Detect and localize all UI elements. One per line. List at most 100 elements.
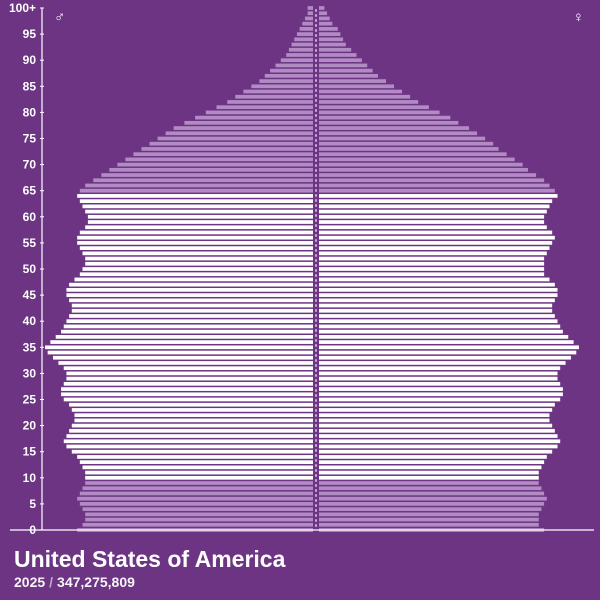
male-bar xyxy=(117,163,313,167)
male-bar xyxy=(72,408,313,412)
male-bar xyxy=(66,293,313,297)
male-bar xyxy=(195,116,313,120)
male-bar xyxy=(64,382,313,386)
separator: / xyxy=(45,574,57,590)
male-bar xyxy=(174,126,313,130)
male-bar xyxy=(227,100,313,104)
male-bar xyxy=(74,413,313,417)
female-bar xyxy=(319,283,555,287)
female-bar xyxy=(319,340,574,344)
female-bar xyxy=(319,366,560,370)
female-bar xyxy=(319,497,547,501)
male-bar xyxy=(297,32,313,36)
male-bar xyxy=(64,439,313,443)
y-tick-label: 95 xyxy=(23,27,37,41)
female-bar xyxy=(319,22,332,26)
male-bar xyxy=(243,90,313,94)
female-bar xyxy=(319,330,563,334)
male-bar xyxy=(69,314,313,318)
male-bar xyxy=(158,137,313,141)
male-bar xyxy=(72,309,313,313)
female-bar xyxy=(319,236,555,240)
male-bar xyxy=(45,345,313,349)
female-bar xyxy=(319,465,541,469)
female-bar xyxy=(319,241,552,245)
male-bar xyxy=(69,283,313,287)
male-bar xyxy=(56,335,313,339)
pyramid-chart-svg: 0510152025303540455055606570758085909510… xyxy=(0,0,600,600)
female-bar xyxy=(319,215,544,219)
male-bar xyxy=(308,6,313,10)
male-bar xyxy=(93,178,313,182)
female-bar xyxy=(319,272,544,276)
female-bar xyxy=(319,278,549,282)
male-bar xyxy=(69,403,313,407)
male-bar xyxy=(83,507,313,511)
y-tick-label: 25 xyxy=(23,393,37,407)
male-bar xyxy=(66,319,313,323)
male-bar xyxy=(83,523,313,527)
male-bar xyxy=(259,79,313,83)
y-tick-label: 85 xyxy=(23,79,37,93)
female-bar xyxy=(319,486,541,490)
female-bar xyxy=(319,121,458,125)
female-bar xyxy=(319,429,555,433)
male-bar xyxy=(184,121,313,125)
female-bar xyxy=(319,84,394,88)
male-bar xyxy=(88,215,313,219)
y-tick-label: 50 xyxy=(23,262,37,276)
male-bar xyxy=(74,278,313,282)
female-bar xyxy=(319,372,558,376)
male-bar xyxy=(66,445,313,449)
male-bar xyxy=(66,434,313,438)
female-bar xyxy=(319,163,523,167)
female-bar xyxy=(319,267,544,271)
female-bar xyxy=(319,304,552,308)
male-bar xyxy=(50,340,313,344)
female-bar xyxy=(319,319,558,323)
female-bar xyxy=(319,220,544,224)
female-bar xyxy=(319,210,547,214)
female-bar xyxy=(319,512,539,516)
y-tick-label: 55 xyxy=(23,236,37,250)
y-tick-label: 60 xyxy=(23,210,37,224)
female-bar xyxy=(319,408,552,412)
female-bar xyxy=(319,398,560,402)
chart-title: United States of America xyxy=(14,547,285,572)
male-bar xyxy=(206,111,313,115)
male-bar xyxy=(270,69,313,73)
male-bar xyxy=(85,476,313,480)
female-bar xyxy=(319,43,346,47)
male-bar xyxy=(53,356,313,360)
y-tick-label: 70 xyxy=(23,158,37,172)
male-bar xyxy=(85,512,313,516)
male-bar xyxy=(80,460,313,464)
male-bar xyxy=(286,53,313,57)
male-bar xyxy=(235,95,313,99)
male-bar xyxy=(83,204,313,208)
male-bar xyxy=(80,502,313,506)
female-bar xyxy=(319,194,558,198)
male-bar xyxy=(83,486,313,490)
y-tick-label: 20 xyxy=(23,419,37,433)
female-bar xyxy=(319,131,477,135)
male-bar xyxy=(74,419,313,423)
female-bar xyxy=(319,11,327,15)
male-bar xyxy=(80,272,313,276)
female-bar xyxy=(319,90,402,94)
female-bar xyxy=(319,53,357,57)
female-bar xyxy=(319,523,539,527)
male-bar xyxy=(80,189,313,193)
female-bar xyxy=(319,492,544,496)
female-bar xyxy=(319,142,493,146)
male-bar xyxy=(72,424,313,428)
male-bar xyxy=(150,142,313,146)
y-tick-label: 10 xyxy=(23,471,37,485)
female-bar xyxy=(319,351,576,355)
female-bar xyxy=(319,471,539,475)
male-bar xyxy=(69,429,313,433)
y-tick-label: 40 xyxy=(23,314,37,328)
male-bar xyxy=(80,231,313,235)
female-bar xyxy=(319,27,338,31)
male-bar xyxy=(85,471,313,475)
